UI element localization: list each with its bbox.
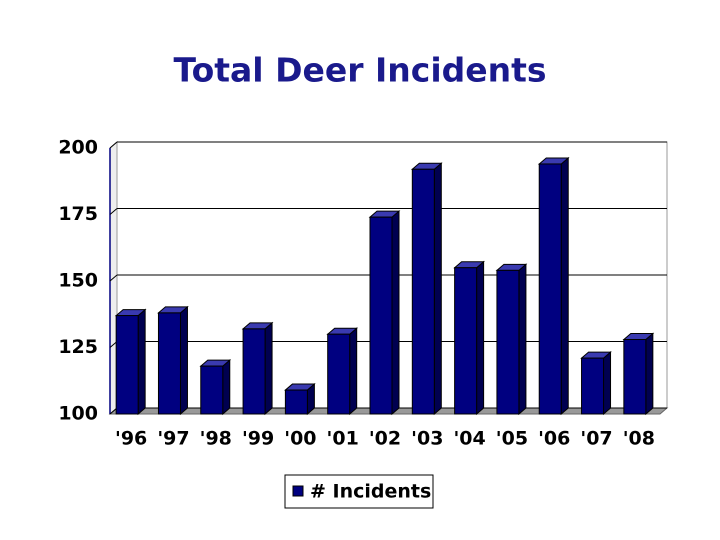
- x-tick-label: '03: [411, 428, 443, 450]
- bar-side: [603, 351, 612, 416]
- x-tick-label: '01: [327, 428, 359, 450]
- bar: [327, 333, 351, 415]
- bar: [581, 357, 605, 415]
- bar: [496, 269, 520, 415]
- grid-line-side: [109, 274, 118, 282]
- bar: [157, 312, 181, 415]
- x-tick-label: '99: [242, 428, 274, 450]
- grid-line-side: [109, 208, 118, 215]
- bar-side: [645, 332, 654, 416]
- bar-side: [560, 156, 569, 416]
- x-tick-label: '96: [115, 428, 147, 450]
- y-tick-label: 200: [58, 137, 98, 159]
- legend-label: # Incidents: [310, 481, 431, 503]
- bar-side: [179, 305, 188, 416]
- y-tick-label: 100: [58, 403, 98, 425]
- x-tick-label: '05: [496, 428, 528, 450]
- bar-side: [391, 210, 400, 416]
- bar-side: [433, 162, 442, 416]
- bar: [284, 389, 308, 415]
- bar: [242, 328, 266, 415]
- y-tick-label: 125: [58, 336, 98, 358]
- bar: [115, 315, 139, 415]
- bar: [200, 365, 224, 415]
- bar-side: [137, 308, 146, 416]
- bar: [454, 267, 478, 415]
- chart-title: Total Deer Incidents: [173, 51, 546, 90]
- bar: [538, 163, 562, 415]
- y-tick-label: 175: [58, 203, 98, 225]
- bar: [623, 339, 647, 415]
- legend-swatch: [292, 485, 304, 497]
- x-tick-label: '07: [580, 428, 612, 450]
- x-tick-label: '06: [538, 428, 570, 450]
- x-tick-label: '97: [157, 428, 189, 450]
- y-tick-label: 150: [58, 270, 98, 292]
- x-tick-label: '98: [200, 428, 232, 450]
- x-tick-label: '00: [284, 428, 316, 450]
- bar-side: [518, 263, 527, 416]
- bar-side: [222, 359, 231, 416]
- legend-box: [284, 474, 434, 509]
- x-tick-label: '08: [623, 428, 655, 450]
- bar-side: [349, 327, 358, 416]
- x-tick-label: '04: [453, 428, 485, 450]
- bar: [411, 168, 435, 415]
- bar-side: [476, 260, 485, 416]
- x-tick-label: '02: [369, 428, 401, 450]
- bar: [369, 216, 393, 415]
- bar-side: [264, 321, 273, 416]
- grid-line-side: [109, 141, 118, 149]
